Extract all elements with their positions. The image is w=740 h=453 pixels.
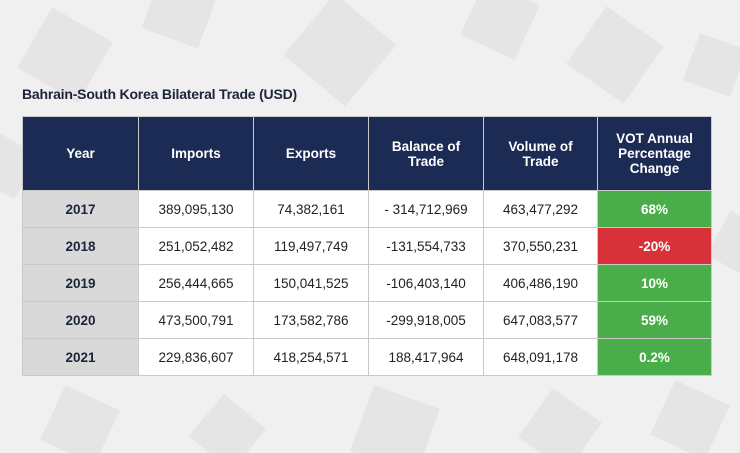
change-cell: 0.2% xyxy=(597,338,712,376)
exports-cell: 150,041,525 xyxy=(253,264,369,302)
change-cell: 68% xyxy=(597,190,712,228)
column-header-vot-change: VOT Annual Percentage Change xyxy=(597,116,712,191)
trade-table: Year Imports Exports Balance of Trade Vo… xyxy=(22,116,712,376)
volume-cell: 370,550,231 xyxy=(483,227,598,265)
imports-cell: 389,095,130 xyxy=(138,190,254,228)
year-cell: 2017 xyxy=(22,190,139,228)
table-row: 2017 389,095,130 74,382,161 - 314,712,96… xyxy=(22,190,712,228)
imports-cell: 473,500,791 xyxy=(138,301,254,339)
exports-cell: 74,382,161 xyxy=(253,190,369,228)
year-cell: 2019 xyxy=(22,264,139,302)
year-cell: 2018 xyxy=(22,227,139,265)
column-header-imports: Imports xyxy=(138,116,254,191)
volume-cell: 647,083,577 xyxy=(483,301,598,339)
balance-cell: -299,918,005 xyxy=(368,301,484,339)
exports-cell: 119,497,749 xyxy=(253,227,369,265)
imports-cell: 229,836,607 xyxy=(138,338,254,376)
table-row: 2020 473,500,791 173,582,786 -299,918,00… xyxy=(22,301,712,339)
change-cell: 59% xyxy=(597,301,712,339)
change-cell: -20% xyxy=(597,227,712,265)
header-row: Year Imports Exports Balance of Trade Vo… xyxy=(22,116,712,191)
exports-cell: 418,254,571 xyxy=(253,338,369,376)
volume-cell: 648,091,178 xyxy=(483,338,598,376)
exports-cell: 173,582,786 xyxy=(253,301,369,339)
column-header-volume: Volume of Trade xyxy=(483,116,598,191)
year-cell: 2020 xyxy=(22,301,139,339)
column-header-exports: Exports xyxy=(253,116,369,191)
change-cell: 10% xyxy=(597,264,712,302)
table-row: 2021 229,836,607 418,254,571 188,417,964… xyxy=(22,338,712,376)
balance-cell: -131,554,733 xyxy=(368,227,484,265)
balance-cell: 188,417,964 xyxy=(368,338,484,376)
balance-cell: - 314,712,969 xyxy=(368,190,484,228)
column-header-balance: Balance of Trade xyxy=(368,116,484,191)
imports-cell: 256,444,665 xyxy=(138,264,254,302)
balance-cell: -106,403,140 xyxy=(368,264,484,302)
table-row: 2019 256,444,665 150,041,525 -106,403,14… xyxy=(22,264,712,302)
table-row: 2018 251,052,482 119,497,749 -131,554,73… xyxy=(22,227,712,265)
imports-cell: 251,052,482 xyxy=(138,227,254,265)
volume-cell: 463,477,292 xyxy=(483,190,598,228)
table-title: Bahrain-South Korea Bilateral Trade (USD… xyxy=(22,86,297,102)
year-cell: 2021 xyxy=(22,338,139,376)
column-header-year: Year xyxy=(22,116,139,191)
volume-cell: 406,486,190 xyxy=(483,264,598,302)
